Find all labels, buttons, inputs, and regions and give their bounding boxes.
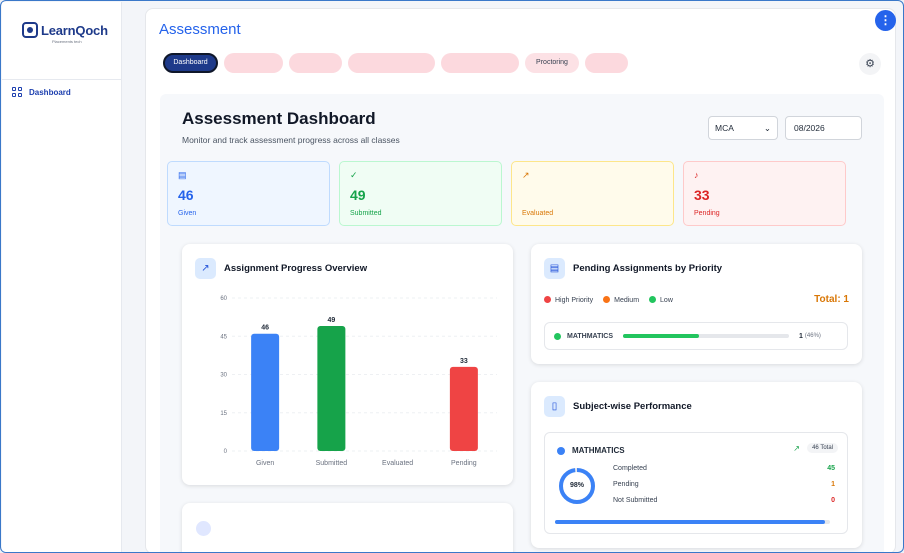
logo: LearnQoch bbox=[22, 22, 108, 38]
performance-progress-bar bbox=[555, 520, 830, 524]
data-label: 33 bbox=[460, 358, 468, 365]
completed-label: Completed bbox=[613, 465, 647, 472]
dashboard-panel: Assessment Dashboard Monitor and track a… bbox=[160, 94, 884, 552]
pending-value: 1 bbox=[831, 481, 835, 488]
pending-label: Pending bbox=[613, 481, 639, 488]
stat-card-submitted: ✓ 49 Submitted bbox=[339, 161, 502, 226]
y-tick-label: 0 bbox=[224, 449, 228, 455]
date-input[interactable]: 08/2026 bbox=[785, 116, 862, 140]
dashboard-subtitle: Monitor and track assessment progress ac… bbox=[182, 135, 400, 145]
main-content: Assessment Dashboard Proctoring ⚙ Assess… bbox=[145, 8, 896, 552]
sidebar-item-dashboard[interactable]: Dashboard bbox=[12, 87, 71, 97]
settings-button[interactable]: ⚙ bbox=[859, 53, 881, 75]
y-tick-label: 15 bbox=[220, 411, 227, 417]
x-tick-label: Evaluated bbox=[382, 460, 413, 467]
y-tick-label: 60 bbox=[220, 296, 227, 302]
clipboard-icon: ▤ bbox=[178, 170, 187, 180]
progress-card: ↗ Assignment Progress Overview 0 15 30 45 60… bbox=[182, 244, 513, 485]
logo-subtitle: Placements tech bbox=[52, 39, 82, 44]
total-badge: 46 Total bbox=[807, 443, 838, 453]
sidebar-divider bbox=[2, 79, 122, 80]
x-tick-label: Submitted bbox=[316, 460, 348, 467]
tab-proctoring[interactable]: Proctoring bbox=[525, 53, 579, 73]
grid-icon bbox=[12, 87, 22, 97]
tab-3[interactable] bbox=[289, 53, 342, 73]
completed-value: 45 bbox=[827, 465, 835, 472]
card-title: Pending Assignments by Priority bbox=[573, 263, 723, 274]
legend-low: Low bbox=[649, 296, 673, 304]
tab-4[interactable] bbox=[348, 53, 435, 73]
y-tick-label: 30 bbox=[220, 373, 227, 379]
performance-card: ▯ Subject-wise Performance MATHMATICS ↗ … bbox=[531, 382, 862, 548]
course-select[interactable]: MCA ⌄ bbox=[708, 116, 778, 140]
completion-ring bbox=[559, 468, 595, 504]
not-submitted-label: Not Submitted bbox=[613, 497, 658, 504]
trending-up-icon: ↗ bbox=[195, 258, 216, 279]
stat-card-pending: ♪ 33 Pending bbox=[683, 161, 846, 226]
priority-total: Total: 1 bbox=[814, 294, 849, 305]
completion-percent: 98% bbox=[569, 482, 584, 489]
priority-row: MATHMATICS 1 (46%) bbox=[544, 322, 848, 350]
placeholder-card bbox=[182, 503, 513, 552]
sidebar-item-label: Dashboard bbox=[29, 87, 71, 97]
bar-submitted[interactable] bbox=[317, 326, 346, 451]
tab-bar: Dashboard Proctoring bbox=[163, 53, 628, 73]
loading-icon bbox=[196, 521, 211, 536]
book-icon: ▯ bbox=[544, 396, 565, 417]
legend-high: High Priority bbox=[544, 296, 593, 304]
data-label: 49 bbox=[327, 317, 335, 324]
stat-label: Submitted bbox=[350, 210, 382, 217]
page-title: Assessment bbox=[159, 21, 241, 38]
gear-icon: ⚙ bbox=[865, 58, 875, 70]
stat-label: Pending bbox=[694, 210, 720, 217]
priority-legend: High Priority Medium Low bbox=[544, 296, 673, 304]
check-circle-icon: ✓ bbox=[350, 170, 358, 180]
course-select-value: MCA bbox=[715, 123, 734, 133]
logo-text: LearnQoch bbox=[41, 22, 108, 38]
trending-up-icon: ↗ bbox=[522, 170, 530, 180]
bar-chart: 0 15 30 45 60 46 Given 49 Submitted Evaluated 33 Pe… bbox=[220, 296, 497, 467]
stat-value: 49 bbox=[350, 187, 366, 203]
bar-given[interactable] bbox=[251, 333, 280, 451]
bell-icon: ♪ bbox=[694, 170, 699, 180]
stat-value: 46 bbox=[178, 187, 194, 203]
subject-name: MATHMATICS bbox=[567, 332, 614, 340]
subject-performance-box: MATHMATICS ↗ 46 Total 98% Completed 45 Pe… bbox=[544, 432, 848, 534]
not-submitted-value: 0 bbox=[831, 497, 835, 504]
dashboard-title: Assessment Dashboard bbox=[182, 109, 376, 128]
stat-label: Evaluated bbox=[522, 210, 554, 217]
subject-name: MATHMATICS bbox=[557, 446, 625, 455]
bar-pending[interactable] bbox=[449, 366, 478, 451]
legend-medium: Medium bbox=[603, 296, 639, 304]
stat-value: 33 bbox=[694, 187, 710, 203]
x-tick-label: Pending bbox=[451, 460, 477, 467]
priority-card: ▤ Pending Assignments by Priority High P… bbox=[531, 244, 862, 364]
priority-count: 1 bbox=[799, 332, 803, 340]
tab-5[interactable] bbox=[441, 53, 519, 73]
tab-dashboard[interactable]: Dashboard bbox=[163, 53, 218, 73]
stat-label: Given bbox=[178, 210, 197, 217]
status-dot bbox=[554, 332, 561, 340]
trending-up-icon: ↗ bbox=[793, 444, 800, 453]
chevron-down-icon: ⌄ bbox=[763, 123, 771, 133]
card-title: Assignment Progress Overview bbox=[224, 263, 368, 274]
y-tick-label: 45 bbox=[220, 334, 227, 340]
stat-card-given: ▤ 46 Given bbox=[167, 161, 330, 226]
priority-percent: (46%) bbox=[804, 333, 821, 339]
data-label: 46 bbox=[261, 325, 269, 332]
x-tick-label: Given bbox=[256, 460, 274, 467]
stat-card-evaluated: ↗ Evaluated bbox=[511, 161, 674, 226]
performance-lines: Completed 45 Pending 1 Not Submitted 0 bbox=[613, 465, 835, 513]
priority-progress-bar bbox=[623, 334, 790, 338]
more-menu-button[interactable]: ⋮ bbox=[875, 10, 896, 31]
sidebar: LearnQoch Placements tech Dashboard bbox=[2, 2, 122, 552]
card-title: Subject-wise Performance bbox=[573, 401, 692, 412]
logo-icon bbox=[22, 22, 38, 38]
tab-2[interactable] bbox=[224, 53, 283, 73]
clipboard-icon: ▤ bbox=[544, 258, 565, 279]
tab-7[interactable] bbox=[585, 53, 628, 73]
